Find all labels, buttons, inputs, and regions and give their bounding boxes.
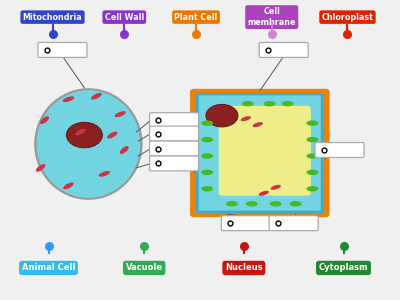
Ellipse shape xyxy=(290,201,302,206)
Ellipse shape xyxy=(36,164,46,172)
Ellipse shape xyxy=(306,186,318,191)
Text: Nucleus: Nucleus xyxy=(225,263,263,272)
Ellipse shape xyxy=(120,146,129,154)
Ellipse shape xyxy=(270,201,282,206)
Ellipse shape xyxy=(63,182,74,189)
Text: Cell
membrane: Cell membrane xyxy=(248,8,296,27)
Text: Plant Cell: Plant Cell xyxy=(174,13,218,22)
Ellipse shape xyxy=(264,101,276,106)
Text: Cell Wall: Cell Wall xyxy=(105,13,144,22)
Ellipse shape xyxy=(107,132,118,138)
Ellipse shape xyxy=(242,101,254,106)
Ellipse shape xyxy=(282,101,294,106)
Text: Mitochondria: Mitochondria xyxy=(23,13,82,22)
Text: Animal Cell: Animal Cell xyxy=(22,263,75,272)
Ellipse shape xyxy=(201,137,213,142)
FancyBboxPatch shape xyxy=(219,106,311,196)
FancyBboxPatch shape xyxy=(150,113,199,128)
Ellipse shape xyxy=(115,111,126,118)
Ellipse shape xyxy=(253,122,263,127)
Ellipse shape xyxy=(99,170,110,177)
Ellipse shape xyxy=(246,201,258,206)
Ellipse shape xyxy=(201,153,213,159)
Ellipse shape xyxy=(91,93,102,99)
FancyBboxPatch shape xyxy=(150,126,199,141)
FancyBboxPatch shape xyxy=(199,95,321,211)
Ellipse shape xyxy=(201,186,213,191)
FancyBboxPatch shape xyxy=(150,156,199,171)
Ellipse shape xyxy=(306,153,318,159)
Text: Cytoplasm: Cytoplasm xyxy=(319,263,368,272)
Ellipse shape xyxy=(270,185,281,190)
FancyBboxPatch shape xyxy=(190,89,330,217)
FancyBboxPatch shape xyxy=(221,216,270,231)
FancyBboxPatch shape xyxy=(315,142,364,158)
FancyBboxPatch shape xyxy=(269,216,318,231)
Ellipse shape xyxy=(226,201,238,206)
Ellipse shape xyxy=(259,191,269,196)
Ellipse shape xyxy=(39,117,50,123)
Ellipse shape xyxy=(76,128,85,136)
Ellipse shape xyxy=(206,104,238,127)
Ellipse shape xyxy=(306,137,318,142)
FancyBboxPatch shape xyxy=(38,43,87,57)
Ellipse shape xyxy=(241,116,251,121)
Ellipse shape xyxy=(201,120,213,126)
Ellipse shape xyxy=(306,170,318,175)
Ellipse shape xyxy=(201,170,213,175)
Ellipse shape xyxy=(36,90,140,198)
FancyBboxPatch shape xyxy=(259,43,308,57)
Ellipse shape xyxy=(306,120,318,126)
Ellipse shape xyxy=(66,122,102,148)
Text: Chloroplast: Chloroplast xyxy=(322,13,374,22)
FancyBboxPatch shape xyxy=(150,141,199,156)
FancyBboxPatch shape xyxy=(196,93,324,213)
Text: Vacuole: Vacuole xyxy=(126,263,163,272)
Ellipse shape xyxy=(34,88,142,200)
Ellipse shape xyxy=(63,96,74,103)
